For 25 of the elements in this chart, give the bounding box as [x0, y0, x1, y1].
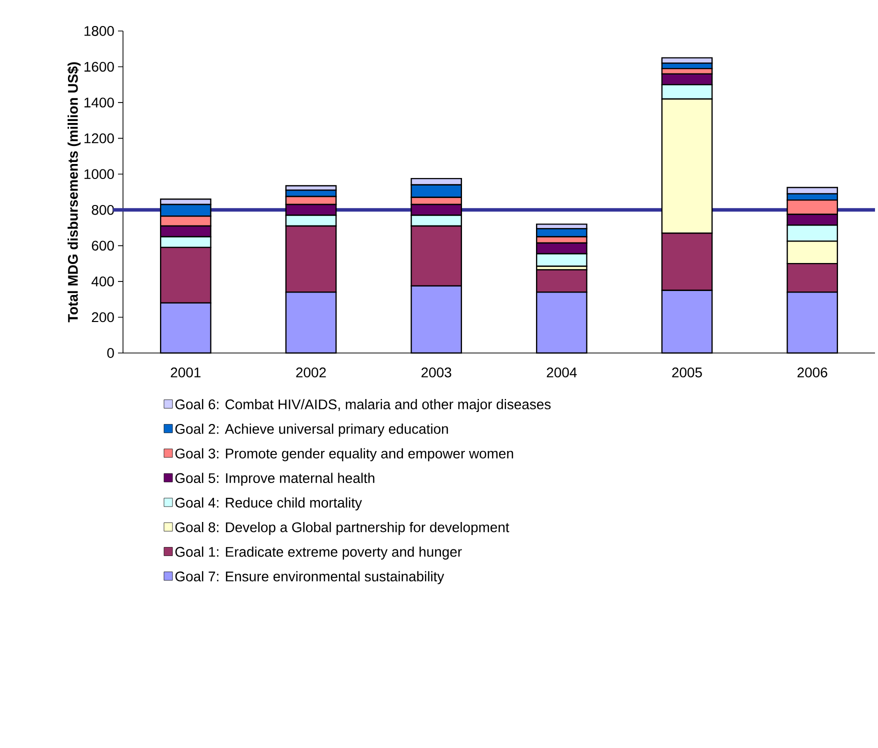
- legend-label: Goal 2: Achieve universal primary education: [175, 424, 448, 437]
- legend-label: Goal 7: Ensure environmental sustainability: [175, 571, 444, 584]
- y-tick-label: 800: [92, 204, 114, 215]
- y-axis-title: Total MDG disbursements (million US$): [67, 62, 81, 322]
- y-tick-label: 0: [107, 348, 114, 358]
- legend-label: Goal 6: Combat HIV/AIDS, malaria and other major diseases: [175, 399, 551, 412]
- x-tick-label: 2001: [170, 368, 200, 378]
- y-tick-label: 1400: [84, 98, 114, 108]
- y-tick-label: 400: [92, 276, 114, 286]
- x-tick-label: 2005: [672, 368, 702, 378]
- legend-label: Goal 5: Improve maternal health: [175, 472, 374, 486]
- y-tick-label: 1000: [84, 169, 114, 180]
- legend-label: Goal 1: Eradicate extreme poverty and hunger: [175, 546, 462, 560]
- y-tick-label: 600: [92, 240, 114, 251]
- legend-label: Goal 4: Reduce child mortality: [175, 497, 362, 510]
- x-tick-label: 2003: [422, 368, 452, 378]
- y-tick-label: 1600: [84, 62, 114, 72]
- x-tick-label: 2006: [798, 368, 828, 378]
- x-tick-label: 2002: [296, 368, 326, 378]
- y-tick-label: 200: [92, 312, 114, 322]
- legend-label: Goal 3: Promote gender equality and empower women: [175, 448, 514, 462]
- y-tick-label: 1200: [84, 133, 114, 144]
- y-tick-label: 1800: [84, 26, 114, 36]
- x-tick-label: 2004: [546, 368, 577, 378]
- legend-label: Goal 8: Develop a Global partnership for development: [175, 522, 510, 535]
